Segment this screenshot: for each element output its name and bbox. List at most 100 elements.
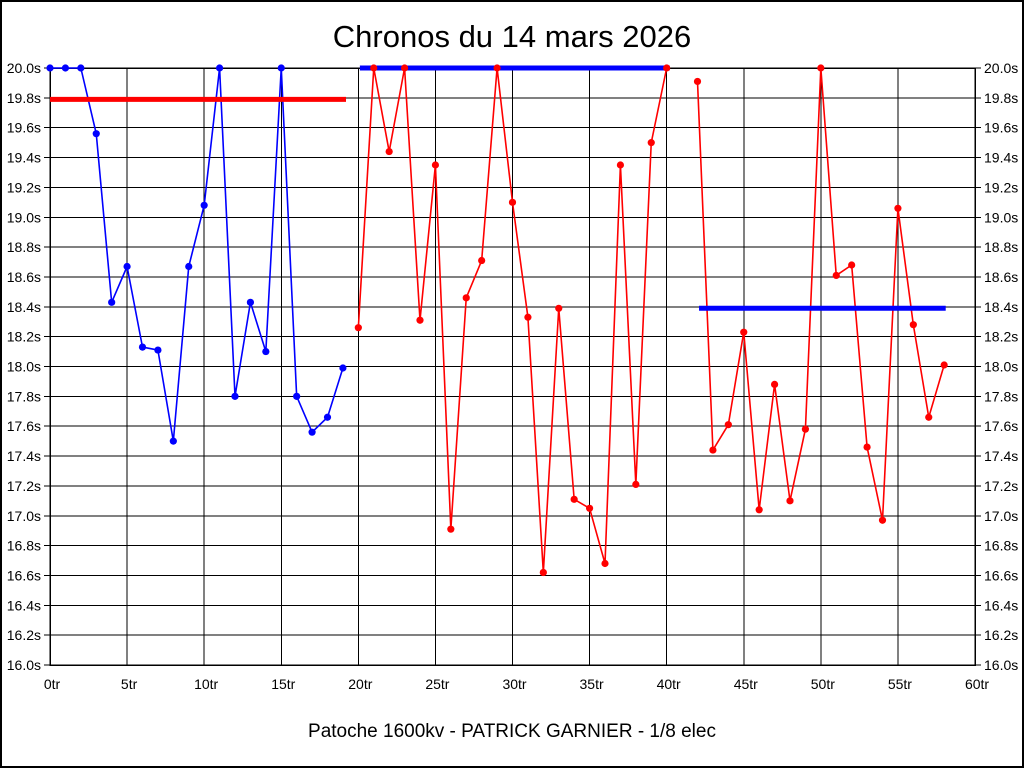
data-point-bleu	[308, 428, 316, 436]
y-axis-label-right: 17.2s	[984, 478, 1018, 494]
y-axis-label-right: 19.6s	[984, 120, 1018, 136]
data-point-rouge	[740, 328, 748, 336]
data-point-rouge	[709, 446, 717, 454]
y-axis-label-right: 16.2s	[984, 627, 1018, 643]
data-point-bleu	[61, 64, 70, 72]
data-point-rouge	[801, 425, 810, 433]
y-axis-label-right: 17.8s	[984, 388, 1018, 404]
data-point-rouge	[647, 139, 655, 147]
data-point-rouge	[431, 161, 440, 169]
x-axis-label: 50tr	[811, 676, 835, 692]
x-axis-label: 45tr	[734, 676, 758, 692]
x-axis-label: 5tr	[121, 676, 138, 692]
y-axis-label-left: 19.6s	[7, 120, 41, 136]
x-axis-label: 10tr	[194, 676, 218, 692]
y-axis-label-right: 17.4s	[984, 448, 1018, 464]
y-axis-label-left: 16.0s	[7, 657, 41, 673]
y-axis-label-left: 19.0s	[7, 209, 41, 225]
y-axis-label-right: 16.6s	[984, 567, 1018, 583]
data-point-rouge	[940, 361, 948, 369]
y-axis-label-right: 18.0s	[984, 359, 1018, 375]
data-point-rouge	[416, 316, 424, 324]
data-point-rouge	[832, 271, 840, 280]
y-axis-label-right: 18.4s	[984, 299, 1018, 315]
data-point-bleu	[293, 392, 301, 400]
y-axis-label-left: 18.8s	[7, 239, 41, 255]
data-point-bleu	[231, 392, 239, 400]
data-point-rouge	[632, 480, 640, 489]
data-point-bleu	[215, 64, 224, 72]
data-point-rouge	[663, 64, 671, 72]
data-point-rouge	[693, 77, 702, 86]
data-point-bleu	[46, 64, 54, 72]
data-point-bleu	[185, 262, 193, 271]
data-point-bleu	[92, 130, 100, 138]
chart-title: Chronos du 14 mars 2026	[332, 19, 692, 54]
data-point-rouge	[447, 525, 455, 533]
data-point-rouge	[385, 147, 393, 156]
data-point-rouge	[755, 506, 763, 514]
y-axis-label-left: 17.6s	[7, 418, 41, 434]
y-axis-label-left: 17.2s	[7, 478, 41, 494]
x-axis-label: 15tr	[271, 676, 295, 692]
data-point-rouge	[878, 516, 887, 524]
y-axis-label-right: 16.4s	[984, 597, 1018, 613]
y-axis-label-right: 20.0s	[984, 60, 1018, 76]
data-point-bleu	[123, 262, 131, 271]
data-point-rouge	[570, 495, 578, 503]
data-point-rouge	[462, 294, 470, 302]
y-axis-label-left: 20.0s	[7, 60, 41, 76]
y-axis-label-right: 19.8s	[984, 90, 1018, 106]
data-point-rouge	[848, 261, 856, 269]
y-axis-label-left: 18.2s	[7, 329, 41, 345]
y-axis-label-right: 17.0s	[984, 508, 1018, 524]
y-axis-label-left: 17.8s	[7, 388, 41, 404]
y-axis-label-right: 19.4s	[984, 150, 1018, 166]
data-point-rouge	[724, 421, 732, 429]
data-point-bleu	[339, 364, 347, 372]
data-point-rouge	[354, 324, 362, 332]
data-point-bleu	[138, 343, 147, 351]
data-point-bleu	[277, 64, 285, 72]
data-point-bleu	[169, 437, 177, 445]
y-axis-label-right: 17.6s	[984, 418, 1018, 434]
data-point-bleu	[108, 298, 116, 306]
y-axis-label-left: 18.0s	[7, 359, 41, 375]
data-point-rouge	[925, 413, 933, 421]
x-axis-label: 25tr	[425, 676, 449, 692]
data-point-rouge	[909, 321, 917, 329]
y-axis-label-left: 18.4s	[7, 299, 41, 315]
y-axis-label-right: 18.8s	[984, 239, 1018, 255]
data-point-rouge	[616, 161, 625, 169]
series-line-bleu	[50, 67, 344, 442]
x-axis-label: 20tr	[348, 676, 372, 692]
chart-caption: Patoche 1600kv - PATRICK GARNIER - 1/8 e…	[308, 721, 716, 742]
data-point-rouge	[508, 198, 517, 206]
y-axis-label-right: 16.8s	[984, 538, 1018, 554]
y-axis-label-left: 16.4s	[7, 597, 41, 613]
data-point-rouge	[863, 443, 871, 451]
data-point-bleu	[77, 64, 85, 72]
x-axis-label: 60tr	[965, 676, 989, 692]
x-axis-label: 30tr	[502, 676, 526, 692]
y-axis-label-right: 16.0s	[984, 657, 1018, 673]
y-axis-label-right: 18.2s	[984, 329, 1018, 345]
data-point-rouge	[524, 313, 532, 321]
data-point-rouge	[539, 568, 547, 577]
y-axis-label-left: 16.8s	[7, 538, 41, 554]
data-point-rouge	[817, 64, 825, 72]
x-axis-label: 0tr	[44, 676, 61, 692]
y-axis-label-left: 19.8s	[7, 90, 41, 106]
data-point-rouge	[400, 64, 409, 72]
y-axis-label-right: 19.2s	[984, 179, 1018, 195]
y-axis-label-left: 17.4s	[7, 448, 41, 464]
data-point-bleu	[262, 347, 270, 356]
y-axis-label-right: 19.0s	[984, 209, 1018, 225]
y-axis-label-left: 18.6s	[7, 269, 41, 285]
x-axis-label: 40tr	[657, 676, 681, 692]
y-axis-label-left: 16.6s	[7, 567, 41, 583]
data-point-bleu	[323, 413, 332, 421]
data-point-bleu	[154, 346, 162, 354]
